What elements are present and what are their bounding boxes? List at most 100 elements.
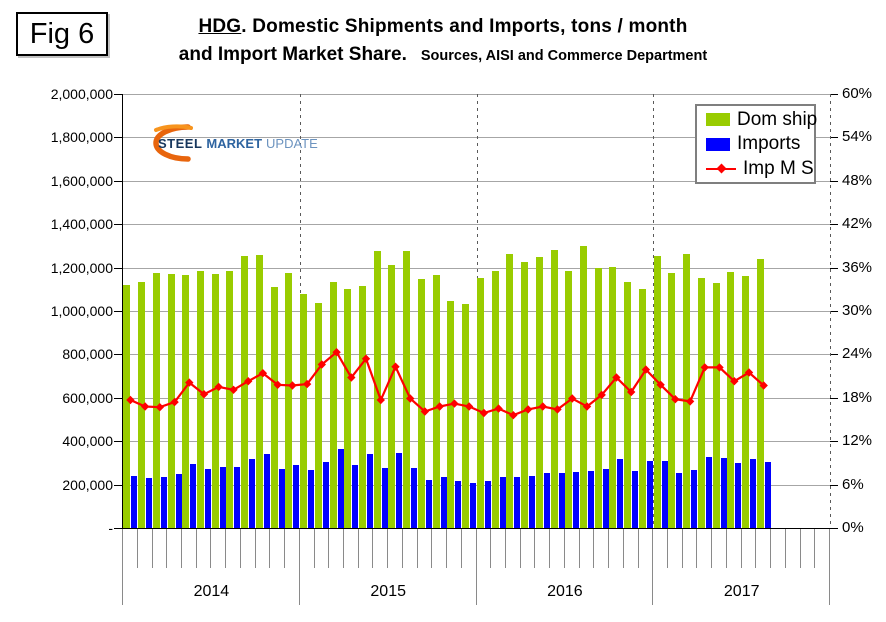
imports-bar — [720, 458, 727, 528]
logo-word-market: MARKET — [206, 136, 263, 151]
left-axis-tick — [114, 354, 122, 356]
imports-bar — [367, 454, 374, 528]
dom-ship-bar — [741, 276, 749, 528]
right-axis-tick-label: 18% — [842, 388, 873, 406]
imports-bar — [499, 477, 506, 528]
title-line1-rest: . Domestic Shipments and Imports, tons /… — [241, 16, 688, 37]
dom-ship-bar — [506, 253, 514, 528]
imports-bar — [205, 469, 211, 528]
dom-ship-bar — [476, 277, 484, 528]
month-tick — [416, 528, 418, 568]
year-axis-label: 2017 — [723, 583, 760, 600]
imports-bar — [160, 476, 167, 528]
dom-ship-bar — [447, 300, 455, 528]
year-boundary-tick — [475, 528, 477, 605]
month-slot — [359, 94, 374, 528]
imports-bar — [190, 464, 197, 528]
imports-bar — [411, 467, 418, 528]
month-slot — [329, 94, 344, 528]
dom-ship-bar — [241, 256, 249, 528]
chart-title-line2: and Import Market Share. Sources, AISI an… — [0, 44, 886, 66]
imports-bar — [131, 475, 138, 528]
imports-bar — [146, 478, 153, 528]
chart-title-line1: HDG. Domestic Shipments and Imports, ton… — [0, 16, 886, 38]
logo-text: STEEL MARKET UPDATE — [158, 136, 318, 151]
right-axis-tick-label: 54% — [842, 128, 873, 146]
month-tick — [608, 528, 610, 568]
month-tick — [681, 528, 683, 568]
left-axis-tick-label: 400,000 — [62, 433, 113, 450]
month-tick — [814, 528, 816, 568]
plot-area — [123, 94, 831, 528]
dom-ship-bar — [712, 283, 720, 528]
imports-bar — [425, 480, 432, 528]
year-boundary-tick — [298, 528, 300, 605]
right-axis-tick — [830, 354, 838, 356]
month-tick — [180, 528, 182, 568]
left-axis-tick-label: 600,000 — [62, 389, 113, 406]
bottom-axis-line — [122, 528, 838, 529]
imports-bar — [661, 460, 668, 528]
imports-bar — [249, 458, 256, 528]
dom-ship-bar — [226, 270, 234, 528]
dom-ship-bar — [756, 259, 764, 528]
month-slot — [373, 94, 388, 528]
month-tick — [431, 528, 433, 568]
year-boundary-tick — [652, 528, 654, 605]
month-tick — [622, 528, 624, 568]
right-axis-tick — [830, 441, 838, 443]
left-axis-tick — [114, 94, 122, 95]
left-axis-tick — [114, 484, 122, 486]
chart-title-block: HDG. Domestic Shipments and Imports, ton… — [0, 16, 886, 66]
dom-ship-bar — [697, 277, 705, 528]
imports-bar — [175, 474, 182, 528]
month-tick — [446, 528, 447, 568]
month-slot — [432, 94, 447, 528]
month-slot — [314, 94, 329, 528]
month-tick — [740, 528, 742, 568]
month-tick — [313, 528, 315, 568]
imports-bar — [234, 467, 241, 528]
right-axis-tick — [830, 267, 838, 269]
month-slot — [535, 94, 550, 528]
month-tick — [195, 528, 197, 568]
month-tick — [711, 528, 713, 568]
legend-label: Imports — [737, 133, 801, 154]
dom-ship-bar — [653, 256, 661, 528]
figure-label-box: Fig 6 — [16, 12, 108, 56]
dom-ship-bar — [373, 251, 381, 528]
month-tick — [328, 528, 330, 568]
right-axis-tick — [830, 484, 838, 486]
month-tick — [357, 528, 359, 568]
dom-ship-swatch-icon — [706, 113, 730, 126]
title-underlined-prefix: HDG — [198, 16, 242, 37]
month-slot — [624, 94, 639, 528]
year-boundary-tick — [829, 528, 830, 605]
imports-bar — [602, 469, 609, 528]
imports-bar — [219, 466, 226, 528]
imports-bar — [352, 465, 359, 528]
dom-ship-bar — [683, 253, 691, 528]
dom-ship-bar — [123, 285, 131, 528]
legend-label: Imp M S — [743, 157, 814, 179]
imports-bar — [676, 472, 683, 528]
month-slot — [609, 94, 624, 528]
month-slot — [668, 94, 683, 528]
imports-swatch-icon — [706, 137, 730, 151]
month-tick — [460, 528, 462, 568]
month-slot — [506, 94, 521, 528]
month-slot — [344, 94, 359, 528]
imports-bar — [470, 482, 477, 528]
month-tick — [505, 528, 506, 568]
month-tick — [578, 528, 580, 568]
dom-ship-bar — [211, 274, 219, 528]
right-axis-tick-label: 42% — [842, 215, 873, 233]
left-axis-line — [122, 94, 123, 528]
dom-ship-bar — [550, 250, 558, 528]
imports-bar — [749, 459, 756, 528]
month-slot — [594, 94, 609, 528]
month-tick — [254, 528, 256, 568]
month-tick — [284, 528, 285, 568]
month-slot — [300, 94, 315, 528]
dom-ship-bar — [624, 281, 632, 528]
